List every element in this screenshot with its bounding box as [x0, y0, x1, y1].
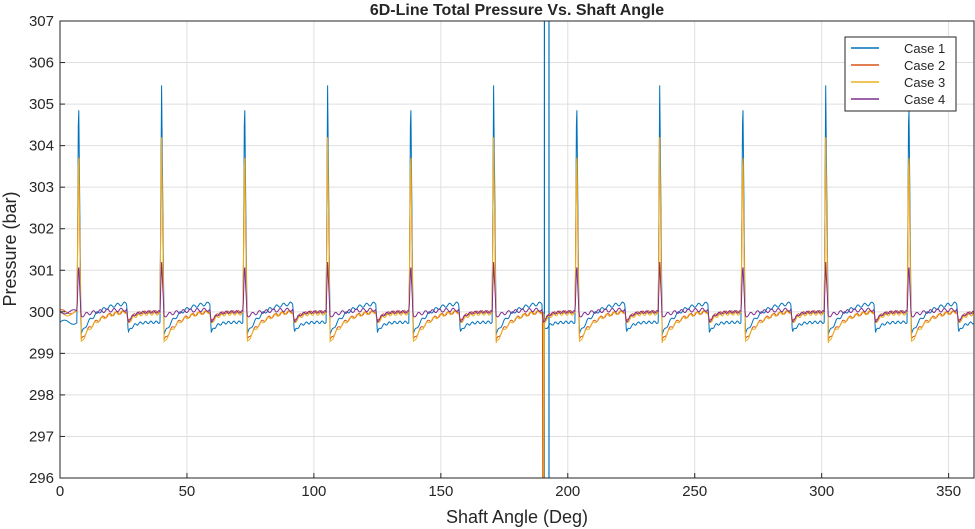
- x-tick-label: 350: [936, 483, 961, 500]
- legend-entry-label[interactable]: Case 1: [904, 41, 945, 56]
- y-tick-label: 301: [29, 262, 54, 279]
- y-tick-label: 302: [29, 221, 54, 238]
- x-tick-label: 300: [809, 483, 834, 500]
- y-axis-label: Pressure (bar): [0, 191, 20, 306]
- legend-entry-label[interactable]: Case 3: [904, 75, 945, 90]
- x-tick-label: 150: [428, 483, 453, 500]
- x-tick-label: 100: [301, 483, 326, 500]
- series-line-case-3: [59, 137, 975, 479]
- legend[interactable]: Case 1 Case 2 Case 3 Case 4: [844, 36, 957, 112]
- series-layer: [59, 21, 975, 479]
- x-tick-label: 0: [56, 483, 64, 500]
- y-tick-label: 299: [29, 345, 54, 362]
- x-tick-label: 50: [179, 483, 196, 500]
- y-tick-label: 304: [29, 138, 54, 155]
- y-tick-label: 306: [29, 55, 54, 72]
- plot-background: [60, 21, 974, 478]
- legend-entry-label[interactable]: Case 4: [904, 92, 945, 107]
- y-tick-label: 296: [29, 470, 54, 487]
- legend-entry-label[interactable]: Case 2: [904, 58, 945, 73]
- y-tick-label: 305: [29, 96, 54, 113]
- x-tick-label: 250: [682, 483, 707, 500]
- y-tick-label: 303: [29, 179, 54, 196]
- chart-title: 6D-Line Total Pressure Vs. Shaft Angle: [370, 2, 664, 19]
- x-tick-label: 200: [555, 483, 580, 500]
- plot-frame: [59, 20, 975, 479]
- x-axis-label: Shaft Angle (Deg): [446, 507, 588, 527]
- series-line-case-4: [59, 261, 975, 323]
- ticks: 0 50 100 150 200 250 300 350 296 297 298 299 300 301 3…: [29, 13, 961, 500]
- y-tick-label: 307: [29, 13, 54, 30]
- y-tick-label: 300: [29, 304, 54, 321]
- y-tick-label: 297: [29, 428, 54, 445]
- y-tick-label: 298: [29, 387, 54, 404]
